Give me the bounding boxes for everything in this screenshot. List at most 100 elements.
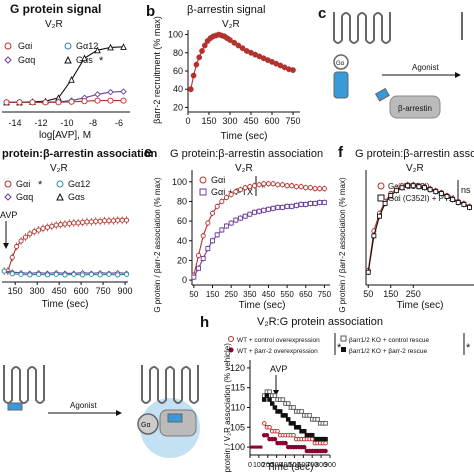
data-point bbox=[309, 432, 315, 438]
panel-a-subtitle: V₂R bbox=[45, 19, 63, 30]
panel-h-xlabel: Time (sec) bbox=[267, 462, 314, 473]
legend-marker bbox=[199, 176, 207, 184]
data-point bbox=[88, 271, 94, 277]
arrow-head-icon bbox=[273, 390, 279, 396]
data-point bbox=[422, 185, 427, 191]
legend-f-c352i-ptx: Gαi (C352I) + PTX bbox=[388, 194, 455, 203]
data-point bbox=[289, 203, 295, 209]
tick-label: 120 bbox=[230, 363, 245, 373]
legend-marker bbox=[340, 335, 347, 342]
data-point bbox=[81, 98, 88, 105]
panel-g-diagram: Agonist Gα bbox=[3, 365, 200, 458]
data-point bbox=[219, 198, 225, 205]
data-point bbox=[266, 206, 271, 212]
data-point bbox=[228, 192, 234, 198]
data-point bbox=[388, 193, 394, 199]
data-point bbox=[277, 409, 283, 414]
tick-label: 0 bbox=[248, 462, 252, 469]
data-point bbox=[209, 210, 216, 216]
panel-d-title: protein:β-arrestin association bbox=[2, 148, 158, 160]
data-point bbox=[81, 54, 88, 62]
data-point bbox=[298, 184, 304, 190]
data-point bbox=[247, 184, 253, 190]
tick-label: 350 bbox=[243, 290, 257, 299]
tick-label: 60 bbox=[173, 66, 183, 76]
panel-f: f G protein:β-arrestin associa V₂R Gαi (… bbox=[338, 144, 474, 313]
data-point bbox=[53, 222, 59, 228]
data-point bbox=[80, 272, 86, 278]
data-point bbox=[303, 201, 309, 207]
legend-d-gas: Gαs bbox=[68, 192, 85, 202]
tick-label: 100 bbox=[230, 442, 245, 452]
data-point bbox=[214, 203, 220, 209]
data-point bbox=[66, 220, 72, 227]
data-point bbox=[285, 417, 291, 422]
series-e0 bbox=[191, 180, 327, 279]
series-h2 bbox=[261, 421, 328, 446]
data-point bbox=[219, 227, 225, 233]
data-point bbox=[18, 238, 24, 244]
tick-label: 40 bbox=[173, 84, 183, 94]
panel-c-diagram: c Gα Agonist β-arrestin bbox=[318, 5, 463, 119]
tick-label: 750 bbox=[285, 116, 300, 126]
tick-label: 600 bbox=[74, 286, 89, 296]
data-point bbox=[267, 389, 272, 394]
receptor-icon bbox=[3, 365, 45, 404]
tick-label: 150 bbox=[383, 289, 398, 299]
panel-b: b β-arrestin signal V₂R βarr-2 recruitme… bbox=[146, 3, 301, 142]
tick-label: 0 bbox=[185, 116, 190, 126]
data-point bbox=[307, 185, 313, 191]
data-point bbox=[275, 182, 281, 188]
data-point bbox=[307, 413, 312, 418]
data-point bbox=[106, 218, 112, 224]
data-point bbox=[242, 185, 248, 191]
tick-label: 50 bbox=[363, 289, 373, 299]
data-point bbox=[201, 42, 208, 49]
tick-label: 100 bbox=[168, 30, 183, 40]
legend-d-gai: Gαi bbox=[16, 179, 30, 189]
a-tick: -10 bbox=[60, 118, 73, 128]
data-point bbox=[205, 246, 211, 252]
data-point bbox=[444, 194, 450, 199]
data-point bbox=[93, 218, 99, 224]
data-point bbox=[58, 222, 64, 228]
data-point bbox=[195, 252, 202, 259]
data-point bbox=[210, 238, 215, 244]
series-h3 bbox=[261, 432, 328, 454]
panel-a-title: G protein signal bbox=[10, 2, 101, 16]
panel-g-galpha: Gα bbox=[141, 422, 151, 429]
data-point bbox=[94, 97, 101, 104]
data-point bbox=[42, 99, 49, 106]
panel-f-title: G protein:β-arrestin associa bbox=[355, 148, 474, 160]
legend-marker bbox=[377, 182, 385, 190]
legend-marker bbox=[56, 192, 64, 201]
data-point bbox=[323, 448, 328, 454]
data-point bbox=[36, 271, 42, 277]
panel-d: protein:β-arrestin association V₂R Gαi *… bbox=[0, 148, 158, 310]
tick-label: 300 bbox=[30, 286, 45, 296]
data-point bbox=[29, 99, 36, 106]
data-point bbox=[264, 432, 270, 438]
data-point bbox=[307, 200, 313, 206]
panel-h-ylabel: G protein / V₂R association (% vehicle) bbox=[223, 343, 232, 474]
legend-a-gai: Gαi bbox=[18, 41, 32, 51]
data-point bbox=[233, 217, 239, 223]
arrow-head-icon bbox=[116, 410, 122, 416]
data-point bbox=[298, 201, 304, 207]
legend-e-gai-ptx: Gαi + PTX bbox=[211, 187, 253, 197]
tick-label: 300 bbox=[271, 462, 283, 469]
panel-c-barr: β-arrestin bbox=[398, 104, 432, 113]
legend-d-sig: * bbox=[38, 179, 43, 191]
data-point bbox=[433, 189, 439, 195]
data-point bbox=[97, 272, 103, 278]
data-point bbox=[377, 213, 382, 219]
data-point bbox=[18, 271, 24, 277]
tick-label: 60 bbox=[177, 216, 187, 226]
tick-label: 110 bbox=[231, 403, 245, 413]
data-point bbox=[275, 204, 281, 210]
tick-label: 200 bbox=[262, 462, 274, 469]
data-point bbox=[239, 45, 246, 52]
a-tick: -6 bbox=[115, 118, 123, 128]
data-point bbox=[291, 432, 296, 438]
panel-b-ylabel: βarr-2 recruitment (% max) bbox=[152, 16, 162, 124]
